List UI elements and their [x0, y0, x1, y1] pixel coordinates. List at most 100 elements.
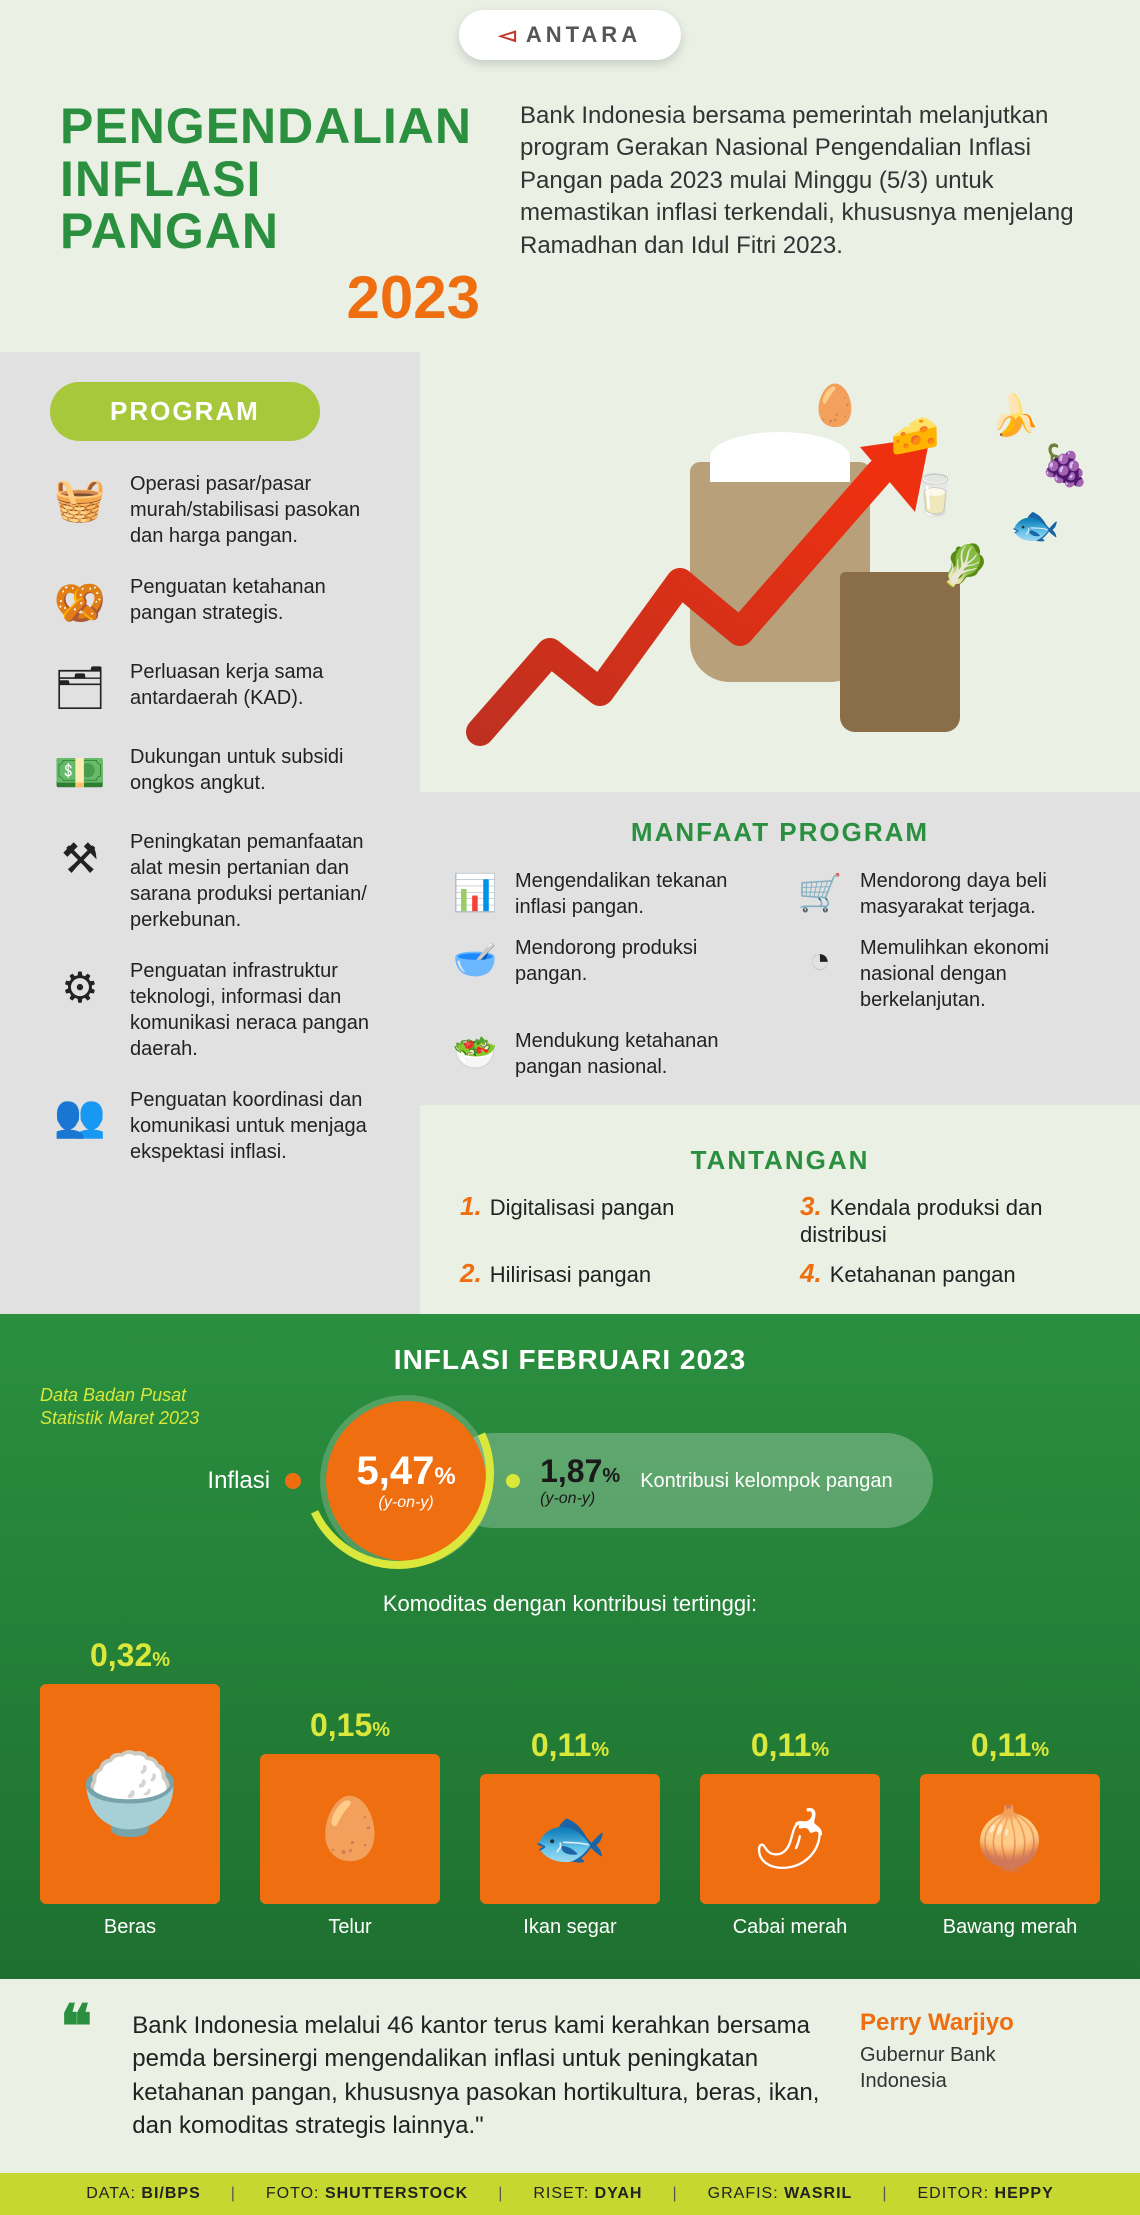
- commodity-pct: 0,11%: [971, 1727, 1049, 1764]
- manfaat-item: 🛒 Mendorong daya beli masyarakat terjaga.: [795, 868, 1110, 920]
- program-item-icon: 🗂: [50, 659, 110, 719]
- inflasi-sub: (y-on-y): [379, 1494, 434, 1512]
- commodity-image: 🧅: [920, 1774, 1100, 1904]
- quote-mark-icon: ❝: [60, 2009, 92, 2045]
- title-line2: INFLASI PANGAN: [60, 153, 480, 258]
- program-column: PROGRAM 🧺 Operasi pasar/pasar murah/stabi…: [0, 352, 420, 1314]
- program-item-text: Peningkatan pemanfaatan alat mesin perta…: [130, 829, 390, 933]
- inflasi-dot-icon: [285, 1473, 301, 1489]
- inflation-heading: INFLASI FEBRUARI 2023: [40, 1344, 1100, 1376]
- program-item-icon: 👥: [50, 1087, 110, 1147]
- program-item: 👥 Penguatan koordinasi dan komunikasi unt…: [50, 1087, 390, 1165]
- program-item-icon: 🧺: [50, 471, 110, 531]
- commodity-name: Telur: [328, 1916, 371, 1939]
- program-item-text: Penguatan infrastruktur teknologi, infor…: [130, 958, 390, 1062]
- manfaat-item-text: Memulihkan ekonomi nasional dengan berke…: [860, 935, 1110, 1013]
- main-row: PROGRAM 🧺 Operasi pasar/pasar murah/stabi…: [0, 352, 1140, 1314]
- commodity-item: 0,11%🧅Bawang merah: [920, 1727, 1100, 1939]
- commodity-item: 0,11% 🐟 Ikan segar: [480, 1727, 660, 1939]
- inflasi-circle: 5,47% (y-on-y): [326, 1401, 486, 1561]
- footer-separator: |: [672, 2185, 677, 2203]
- manfaat-item: 📊Mengendalikan tekanan inflasi pangan.: [450, 868, 765, 920]
- footer-separator: |: [231, 2185, 236, 2203]
- kontribusi-dot-icon: [506, 1474, 520, 1488]
- commodities-row: 0,32%🍚Beras0,15%🥚Telur0,11%🐟Ikan segar0,…: [40, 1637, 1100, 1939]
- header: ANTARA PENGENDALIAN INFLASI PANGAN 2023 …: [0, 0, 1140, 352]
- author-name: Perry Warjiyo: [860, 2009, 1080, 2037]
- program-item-text: Operasi pasar/pasar murah/stabilisasi pa…: [130, 471, 390, 549]
- manfaat-heading: MANFAAT PROGRAM: [450, 817, 1110, 848]
- commodity-pct: 0,11%: [531, 1727, 609, 1764]
- commodity-name: Beras: [104, 1916, 156, 1939]
- program-item-text: Penguatan koordinasi dan komunikasi untu…: [130, 1087, 390, 1165]
- commodity-item: 0,32% 🍚 Beras: [40, 1637, 220, 1939]
- commodity-pct: 0,11%: [751, 1727, 829, 1764]
- manfaat-item: ◔Memulihkan ekonomi nasional dengan berk…: [795, 935, 1110, 1013]
- commodity-pct: 0,32%: [90, 1637, 170, 1674]
- food-icon: 🧀: [890, 412, 940, 459]
- footer-credits: DATA: BI/BPS|FOTO: SHUTTERSTOCK|RISET: D…: [0, 2173, 1140, 2215]
- inflation-section: INFLASI FEBRUARI 2023 Data Badan Pusat S…: [0, 1314, 1140, 1979]
- commodity-item: 0,15% 🥚 Telur: [260, 1707, 440, 1939]
- kontribusi-label: Kontribusi kelompok pangan: [640, 1468, 892, 1494]
- commodity-image: 🐟: [480, 1774, 660, 1904]
- tantangan-num: 4.: [800, 1258, 822, 1288]
- manfaat-item-text: Mendorong daya beli masyarakat terjaga.: [860, 868, 1110, 920]
- commodities-heading: Komoditas dengan kontribusi tertinggi:: [40, 1591, 1100, 1617]
- manfaat-item-icon: 🥣: [450, 935, 500, 985]
- inflasi-label: Inflasi: [207, 1467, 270, 1495]
- logo-text: ANTARA: [499, 22, 641, 47]
- tantangan-num: 2.: [460, 1258, 482, 1288]
- program-item: ⚒ Peningkatan pemanfaatan alat mesin pert…: [50, 829, 390, 933]
- kontribusi-value-block: 1,87% (y-on-y): [540, 1453, 620, 1508]
- program-list: 🧺 Operasi pasar/pasar murah/stabilisasi p…: [50, 471, 390, 1165]
- tantangan-text: Kendala produksi dan distribusi: [800, 1195, 1043, 1247]
- program-heading: PROGRAM: [50, 382, 320, 441]
- commodity-name: Cabai merah: [733, 1916, 848, 1939]
- intro-text: Bank Indonesia bersama pemerintah melanj…: [520, 100, 1080, 332]
- program-item: 🧺 Operasi pasar/pasar murah/stabilisasi p…: [50, 471, 390, 549]
- kontribusi-pill: 1,87% (y-on-y) Kontribusi kelompok panga…: [446, 1433, 932, 1528]
- quote-section: ❝ Bank Indonesia melalui 46 kantor terus…: [0, 1979, 1140, 2173]
- food-icon: 🍇: [1040, 442, 1090, 489]
- title-block: PENGENDALIAN INFLASI PANGAN 2023: [60, 100, 480, 332]
- commodity-image: 🥚: [260, 1754, 440, 1904]
- footer-credit: RISET: DYAH: [533, 2185, 642, 2203]
- hero-illustration: 🍌 🍇 🐟 🧀 🥚 🥛 🥬: [420, 352, 1140, 792]
- tantangan-box: TANTANGAN 1.Digitalisasi pangan3.Kendala…: [420, 1120, 1140, 1314]
- quote-author: Perry Warjiyo Gubernur Bank Indonesia: [860, 2009, 1080, 2094]
- footer-separator: |: [882, 2185, 887, 2203]
- kontribusi-value: 1,87%: [540, 1453, 620, 1489]
- tantangan-num: 1.: [460, 1191, 482, 1221]
- commodity-image: 🍚: [40, 1684, 220, 1904]
- tantangan-item: 2. Hilirisasi pangan: [460, 1258, 760, 1289]
- tantangan-item: 3.Kendala produksi dan distribusi: [800, 1191, 1100, 1248]
- program-item: 🥨Penguatan ketahanan pangan strategis.: [50, 574, 390, 634]
- manfaat-item-text: Mendorong produksi pangan.: [515, 935, 765, 987]
- manfaat-item: 🥗Mendukung ketahanan pangan nasional.: [450, 1028, 765, 1080]
- author-role: Gubernur Bank Indonesia: [860, 2042, 1080, 2094]
- quote-text: Bank Indonesia melalui 46 kantor terus k…: [132, 2009, 820, 2143]
- commodity-name: Ikan segar: [523, 1916, 616, 1939]
- infographic: ANTARA PENGENDALIAN INFLASI PANGAN 2023 …: [0, 0, 1140, 2215]
- food-icon: 🥬: [940, 542, 990, 589]
- footer-separator: |: [498, 2185, 503, 2203]
- program-item: 💵Dukungan untuk subsidi ongkos angkut.: [50, 744, 390, 804]
- footer-credit: EDITOR: HEPPY: [917, 2185, 1053, 2203]
- tantangan-text: Ketahanan pangan: [830, 1262, 1016, 1287]
- rising-arrow-icon: [460, 432, 960, 752]
- kontribusi-sub: (y-on-y): [540, 1490, 620, 1508]
- program-item-icon: 💵: [50, 744, 110, 804]
- food-icon: 🥚: [810, 382, 860, 429]
- manfaat-item-icon: 🛒: [795, 868, 845, 918]
- title-year: 2023: [60, 263, 480, 332]
- footer-credit: FOTO: SHUTTERSTOCK: [266, 2185, 468, 2203]
- tantangan-text: Hilirisasi pangan: [490, 1262, 651, 1287]
- title-line1: PENGENDALIAN: [60, 100, 480, 153]
- tantangan-item: 1.Digitalisasi pangan: [460, 1191, 760, 1248]
- manfaat-item-icon: 📊: [450, 868, 500, 918]
- manfaat-box: MANFAAT PROGRAM 📊Mengendalikan tekanan i…: [420, 792, 1140, 1105]
- tantangan-grid: 1.Digitalisasi pangan 3.Kendala produksi …: [460, 1191, 1100, 1289]
- program-item-icon: ⚒: [50, 829, 110, 889]
- commodity-pct: 0,15%: [310, 1707, 390, 1744]
